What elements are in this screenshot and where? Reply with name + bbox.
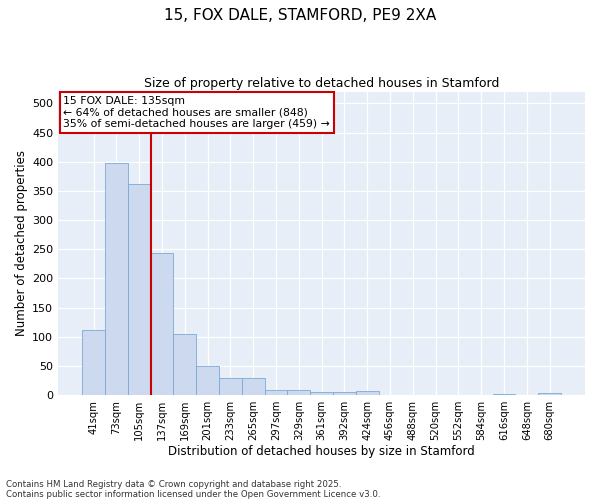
Bar [538,394,561,395]
Bar [173,334,196,395]
Bar [401,394,424,395]
Text: Contains HM Land Registry data © Crown copyright and database right 2025.
Contai: Contains HM Land Registry data © Crown c… [6,480,380,499]
Bar [105,164,128,395]
Bar [82,330,105,395]
Bar [196,366,219,395]
X-axis label: Distribution of detached houses by size in Stamford: Distribution of detached houses by size … [168,444,475,458]
Bar [356,391,379,395]
Bar [265,390,287,395]
Bar [447,394,470,395]
Bar [379,394,401,395]
Bar [219,378,242,395]
Text: 15, FOX DALE, STAMFORD, PE9 2XA: 15, FOX DALE, STAMFORD, PE9 2XA [164,8,436,22]
Bar [493,394,515,395]
Bar [128,184,151,395]
Y-axis label: Number of detached properties: Number of detached properties [15,150,28,336]
Bar [242,378,265,395]
Text: 15 FOX DALE: 135sqm
← 64% of detached houses are smaller (848)
35% of semi-detac: 15 FOX DALE: 135sqm ← 64% of detached ho… [64,96,330,130]
Bar [333,392,356,395]
Title: Size of property relative to detached houses in Stamford: Size of property relative to detached ho… [144,78,499,90]
Bar [151,254,173,395]
Bar [310,392,333,395]
Bar [515,394,538,395]
Bar [287,390,310,395]
